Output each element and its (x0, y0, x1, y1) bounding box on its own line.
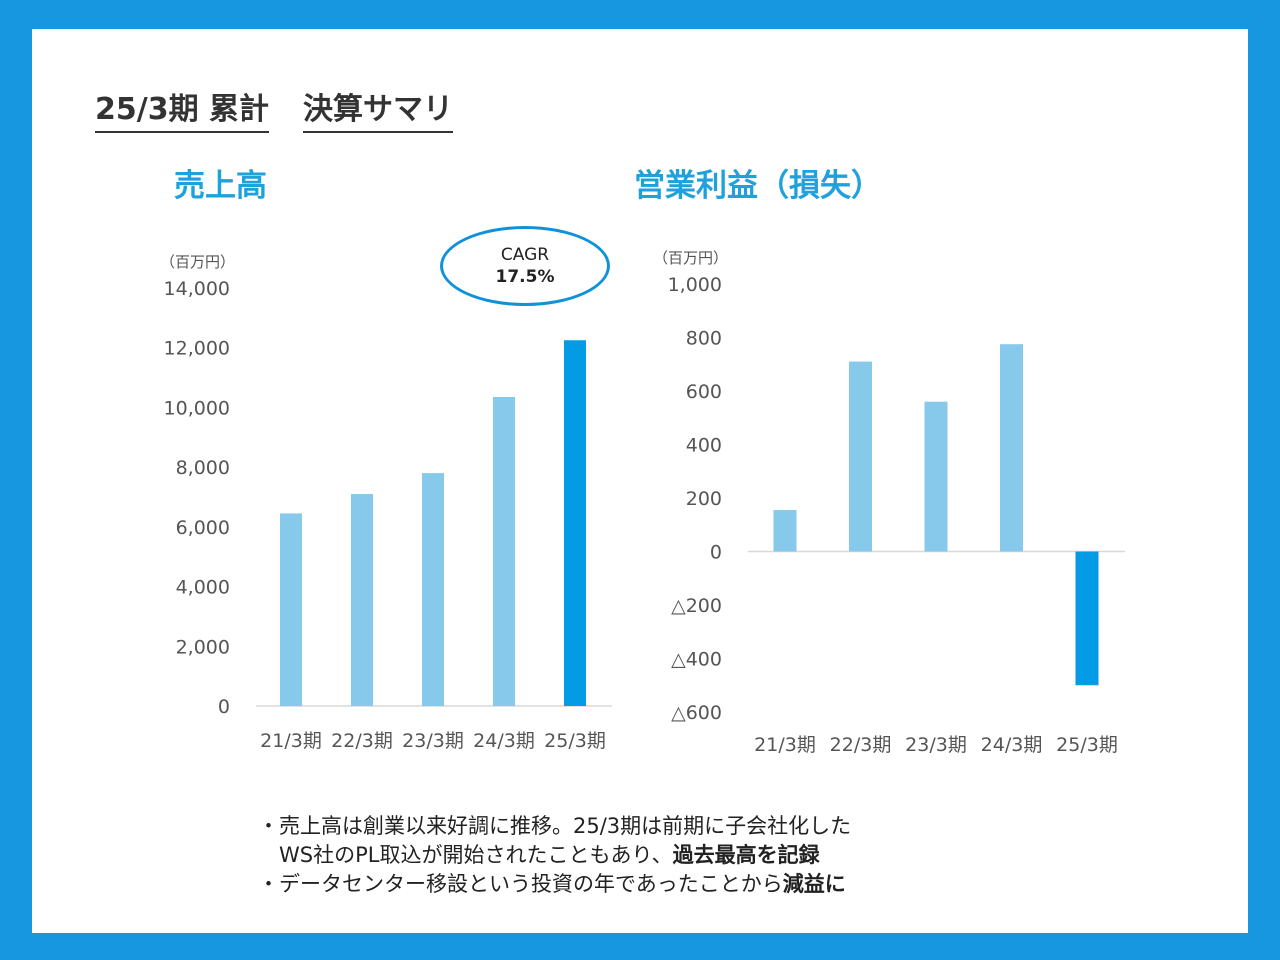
y-tick-label: 6,000 (176, 517, 230, 539)
y-tick-label: 14,000 (164, 278, 230, 300)
x-tick-label: 24/3期 (981, 734, 1043, 756)
summary-notes: ・売上高は創業以来好調に推移。25/3期は前期に子会社化した WS社のPL取込が… (258, 812, 851, 899)
bar-22/3期 (351, 494, 373, 706)
bar-24/3期 (493, 396, 515, 706)
bar-22/3期 (849, 361, 872, 552)
y-tick-label: 2,000 (176, 636, 230, 658)
y-tick-label: 600 (686, 381, 722, 403)
note-line-3-emphasis: 減益に (782, 872, 846, 896)
y-tick-label: 400 (686, 435, 722, 457)
bar-21/3期 (280, 513, 302, 706)
x-tick-label: 22/3期 (830, 734, 892, 756)
page-title-summary: 決算サマリ (303, 90, 454, 133)
cagr-value: 17.5% (495, 267, 555, 287)
page-title-period: 25/3期 累計 (95, 90, 270, 133)
cagr-callout: CAGR 17.5% (440, 226, 610, 306)
revenue-chart-title: 売上高 (174, 168, 267, 204)
x-tick-label: 23/3期 (905, 734, 967, 756)
y-tick-label: 4,000 (176, 577, 230, 599)
y-tick-label: △200 (671, 595, 722, 617)
bar-21/3期 (773, 510, 797, 552)
y-tick-label: 0 (218, 696, 230, 718)
slide (32, 29, 1248, 933)
x-tick-label: 21/3期 (754, 734, 816, 756)
revenue-unit-label: （百万円） (160, 253, 236, 271)
y-tick-label: 200 (686, 488, 722, 510)
note-line-2: WS社のPL取込が開始されたこともあり、過去最高を記録 (258, 841, 851, 870)
y-tick-label: 0 (710, 542, 722, 564)
y-tick-label: △600 (671, 702, 722, 724)
x-tick-label: 22/3期 (331, 730, 393, 752)
note-line-1: ・売上高は創業以来好調に推移。25/3期は前期に子会社化した (258, 814, 852, 838)
op-income-chart-title: 営業利益（損失） (634, 168, 882, 204)
y-tick-label: 8,000 (176, 457, 230, 479)
x-tick-label: 23/3期 (402, 730, 464, 752)
x-tick-label: 21/3期 (260, 730, 322, 752)
note-line-2-emphasis: 過去最高を記録 (672, 843, 820, 867)
op-income-unit-label: （百万円） (653, 249, 729, 267)
bar-23/3期 (924, 401, 948, 552)
bar-23/3期 (422, 473, 444, 706)
bar-24/3期 (1000, 344, 1023, 552)
y-tick-label: 1,000 (668, 274, 722, 296)
note-line-2-text: WS社のPL取込が開始されたこともあり、 (258, 843, 673, 867)
y-tick-label: 12,000 (164, 338, 230, 360)
y-tick-label: 10,000 (164, 397, 230, 419)
bar-25/3期 (564, 340, 586, 706)
note-line-3-text: ・データセンター移設という投資の年であったことから (258, 872, 783, 896)
page-title: 25/3期 累計 決算サマリ (95, 90, 454, 133)
y-tick-label: △400 (671, 649, 722, 671)
x-tick-label: 24/3期 (473, 730, 535, 752)
x-tick-label: 25/3期 (544, 730, 606, 752)
note-line-3: ・データセンター移設という投資の年であったことから減益に (258, 870, 851, 899)
x-tick-label: 25/3期 (1056, 734, 1118, 756)
y-tick-label: 800 (686, 328, 722, 350)
cagr-label: CAGR (500, 245, 550, 265)
bar-25/3期 (1075, 551, 1099, 686)
